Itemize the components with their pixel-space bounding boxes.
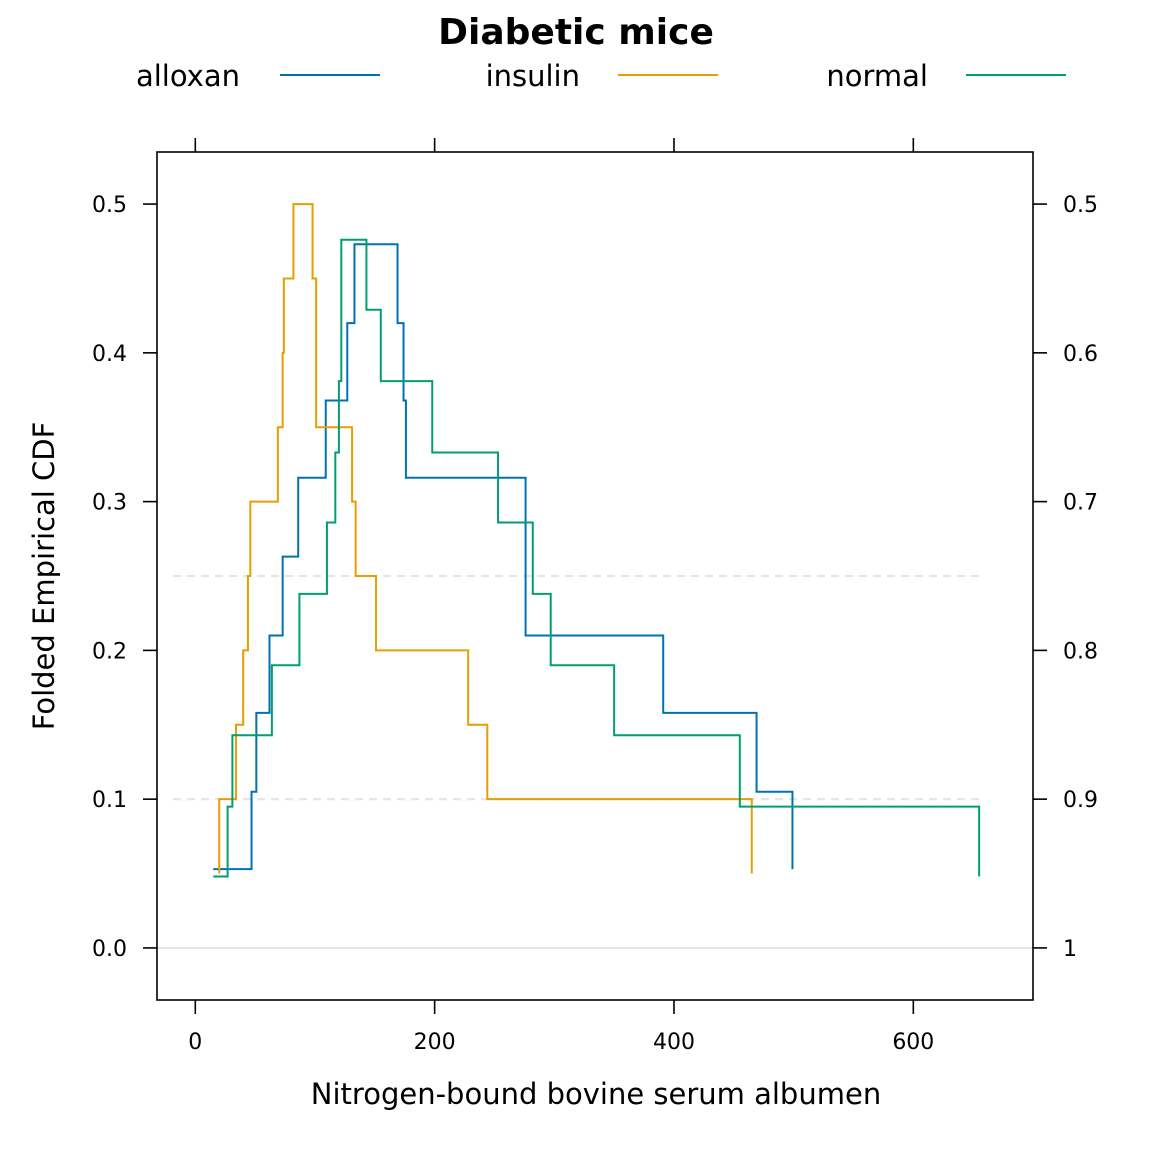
- y2-tick-label: 0.8: [1063, 639, 1098, 664]
- y-tick-label: 0.1: [92, 788, 127, 813]
- y-tick-label: 0.4: [92, 342, 127, 367]
- y-tick-label: 0.3: [92, 491, 127, 516]
- y2-tick-label: 0.5: [1063, 193, 1098, 218]
- x-tick-label: 200: [414, 1030, 456, 1055]
- series-line-normal: [213, 238, 981, 878]
- series-line-alloxan: [213, 243, 794, 871]
- reference-lines: [157, 574, 1033, 950]
- x-tick-label: 400: [653, 1030, 695, 1055]
- x-axis-title: Nitrogen-bound bovine serum albumen: [311, 1077, 881, 1111]
- legend-label-normal: normal: [826, 59, 928, 93]
- y-axis-title: Folded Empirical CDF: [27, 422, 61, 731]
- series-group: [213, 203, 981, 878]
- chart-title: Diabetic mice: [438, 12, 714, 53]
- y2-tick-label: 0.6: [1063, 342, 1098, 367]
- x-tick-label: 600: [892, 1030, 934, 1055]
- legend: alloxan insulin normal: [136, 59, 1066, 93]
- y-tick-label: 0.0: [92, 937, 127, 962]
- y2-tick-label: 0.7: [1063, 491, 1098, 516]
- y-tick-label: 0.5: [92, 193, 127, 218]
- x-tick-label: 0: [188, 1030, 202, 1055]
- plot-frame: [156, 151, 1034, 1001]
- legend-label-insulin: insulin: [486, 59, 580, 93]
- legend-label-alloxan: alloxan: [136, 59, 240, 93]
- series-line-insulin: [218, 203, 753, 874]
- axes: 0 200 400 600 0.0 0.1 0.2 0.3 0.4 0.5 1 0.9 0.8 0.7 0.…: [92, 138, 1098, 1055]
- y-tick-label: 0.2: [92, 639, 127, 664]
- y2-tick-label: 0.9: [1063, 788, 1098, 813]
- y2-tick-label: 1: [1063, 937, 1077, 962]
